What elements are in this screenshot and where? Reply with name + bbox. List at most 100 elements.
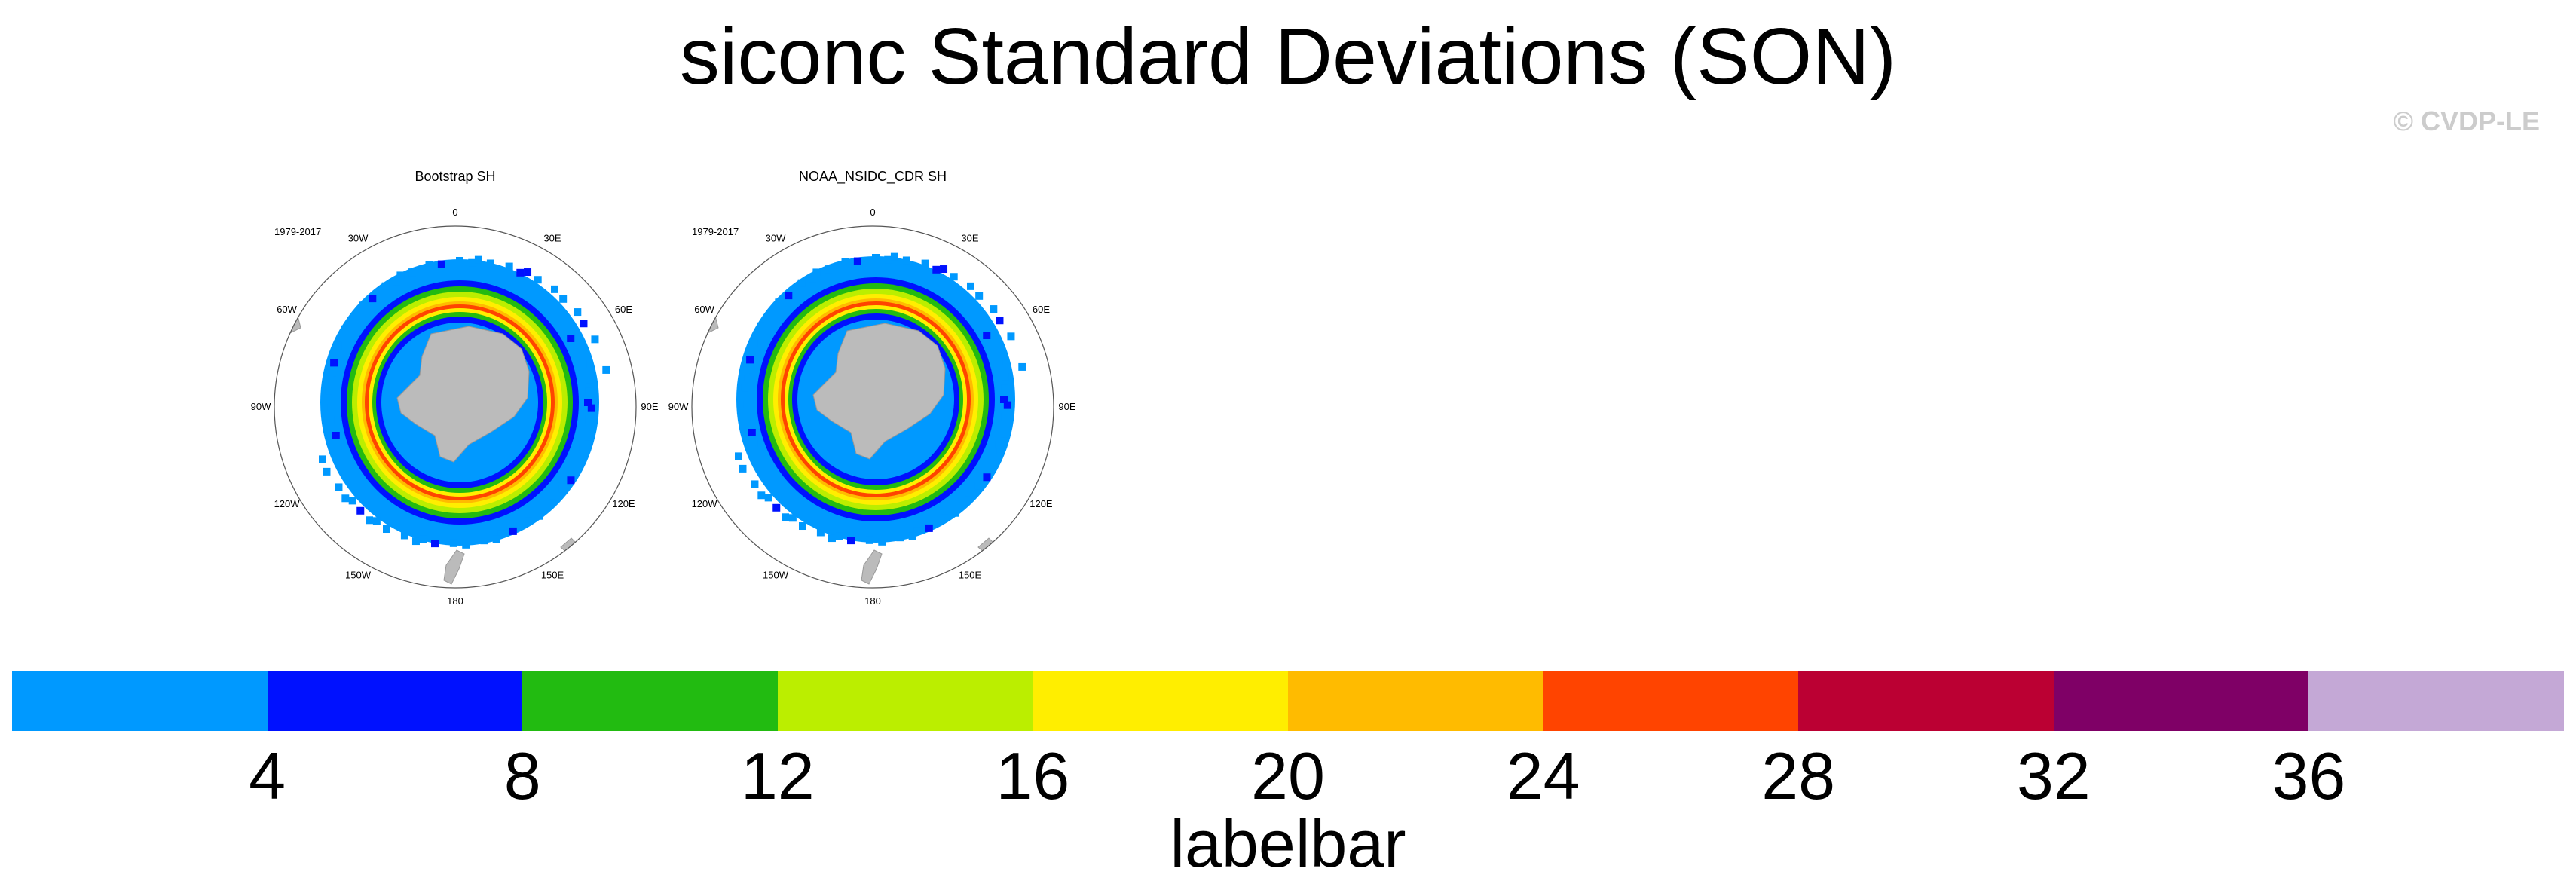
ice-std-pixel	[995, 440, 1003, 448]
longitude-label: 30E	[961, 233, 978, 244]
ice-std-pixel	[341, 332, 349, 340]
ice-std-pixel	[799, 522, 806, 531]
longitude-label: 150W	[345, 569, 372, 580]
ice-std-pixel	[480, 537, 488, 545]
longitude-label: 180	[864, 595, 881, 607]
longitude-label: 120W	[692, 498, 718, 509]
ice-std-pixel	[579, 443, 587, 451]
ice-std-pixel	[419, 535, 427, 543]
ice-std-pixel	[323, 467, 331, 476]
ice-std-pixel	[558, 485, 567, 493]
antarctica-landmass	[812, 323, 946, 460]
ice-std-pixel	[580, 450, 589, 458]
ice-std-pixel	[449, 539, 457, 547]
ice-std-pixel	[990, 305, 998, 313]
ice-std-pixel	[328, 376, 336, 384]
ice-std-pixel	[567, 476, 575, 485]
map-boundary	[274, 225, 637, 589]
figure-title: siconc Standard Deviations (SON)	[679, 12, 1897, 101]
ice-std-pixel	[743, 401, 751, 409]
ice-std-pixel	[537, 506, 546, 514]
labelbar-tick: 28	[1761, 739, 1836, 813]
ice-std-pixel	[764, 313, 772, 322]
labelbar-segment	[777, 671, 1033, 731]
ice-std-pixel	[932, 265, 941, 274]
ice-std-pixel	[847, 537, 855, 545]
polar-map: 0 30E 60E 90E 120E 150E 180 150W 120W 90W 60W 30W	[251, 206, 659, 607]
longitude-label: 30W	[348, 233, 369, 244]
ice-std-pixel	[890, 252, 898, 261]
ice-std-pixel	[772, 503, 781, 512]
ice-std-pixel	[925, 524, 933, 532]
ice-std-pixel	[587, 404, 595, 412]
ice-std-pixel	[567, 335, 575, 342]
ice-std-pixel	[825, 265, 833, 274]
ice-std-pixel	[486, 259, 494, 268]
panel-title: Bootstrap SH	[415, 169, 496, 184]
tasmania-landmass	[861, 549, 883, 585]
ice-std-pixel	[334, 442, 342, 451]
ice-std-pixel	[951, 509, 959, 517]
ice-std-pixel	[492, 535, 500, 543]
ice-std-pixel	[1003, 401, 1011, 409]
ice-std-pixel	[896, 534, 904, 542]
labelbar-ticks: 4 8 12 16 20 24 28 32 36	[12, 739, 2564, 814]
ice-std-pixel	[497, 530, 506, 538]
ice-std-pixel	[325, 387, 333, 395]
longitude-label: 60E	[1033, 304, 1050, 315]
ice-std-pixel	[348, 317, 356, 325]
ice-std-pixel	[381, 282, 390, 290]
ice-std-pixel	[775, 298, 783, 307]
ice-std-pixel	[408, 268, 417, 277]
ice-std-pixel	[788, 514, 797, 522]
ice-std-pixel	[1007, 332, 1015, 341]
ice-std-pixel	[921, 259, 929, 268]
ice-std-pixel	[456, 257, 463, 265]
ice-std-pixel	[835, 532, 843, 540]
ice-std-pixel	[741, 384, 749, 392]
ice-std-pixel	[326, 369, 334, 378]
labelbar-tick: 16	[996, 739, 1070, 813]
ice-std-pixel	[742, 366, 750, 375]
ice-std-pixel	[953, 503, 962, 511]
ice-std-pixel	[816, 528, 825, 537]
ice-std-pixel	[341, 494, 350, 503]
longitude-label: 90W	[668, 401, 689, 412]
ice-std-pixel	[509, 527, 517, 535]
ice-std-pixel	[865, 536, 873, 544]
ice-std-pixel	[348, 497, 356, 505]
ice-std-pixel	[1000, 396, 1008, 403]
ice-std-pixel	[983, 332, 991, 339]
ice-std-pixel	[383, 525, 390, 534]
ice-std-pixel	[550, 285, 558, 293]
labelbar-tick: 24	[1506, 739, 1580, 813]
ice-std-pixel	[940, 265, 948, 274]
ice-std-pixel	[524, 268, 532, 277]
longitude-label: 120E	[612, 498, 635, 509]
panel-period: 1979-2017	[274, 226, 322, 237]
longitude-label: 0	[452, 206, 457, 218]
ice-std-pixel	[332, 431, 340, 439]
ice-std-pixel	[966, 282, 974, 290]
ice-std-pixel	[748, 428, 756, 436]
labelbar-tick: 32	[2016, 739, 2091, 813]
labelbar-segment	[1287, 671, 1543, 731]
ice-std-pixel	[750, 439, 758, 448]
ice-std-pixel	[744, 373, 752, 381]
labelbar-segment	[1033, 671, 1288, 731]
ice-std-pixel	[878, 537, 886, 546]
ice-std-pixel	[468, 258, 476, 267]
longitude-label: 150E	[541, 569, 564, 580]
longitude-label: 90W	[251, 401, 271, 412]
ice-std-pixel	[602, 365, 610, 374]
ice-std-pixel	[996, 317, 1004, 325]
ice-std-pixel	[782, 513, 790, 521]
ice-std-pixel	[341, 325, 349, 333]
labelbar-tick: 4	[249, 739, 286, 813]
longitude-label: 60E	[615, 304, 632, 315]
labelbar-segment	[12, 671, 268, 731]
ice-std-pixel	[548, 499, 556, 507]
antarctica-landmass	[396, 326, 530, 463]
longitude-label: 180	[447, 595, 463, 607]
labelbar-segment	[2308, 671, 2564, 731]
